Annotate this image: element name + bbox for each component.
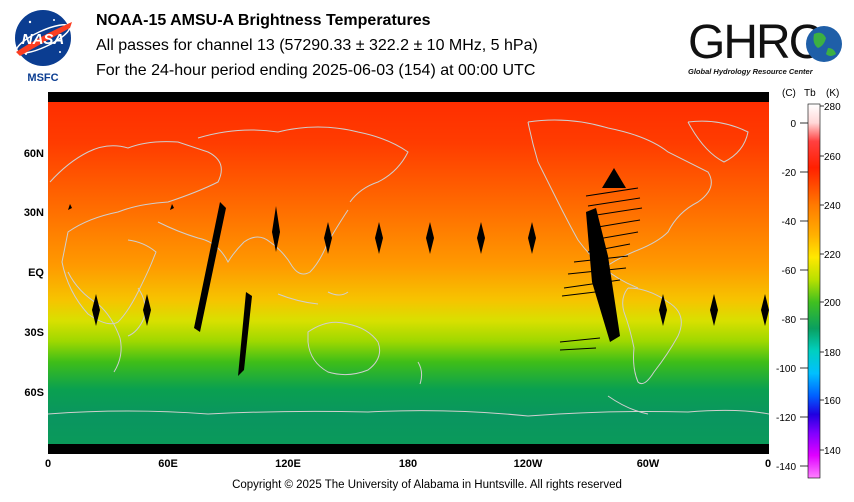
scale-c-tick: -120 — [776, 413, 796, 424]
lat-label-eq: EQ — [28, 267, 44, 279]
copyright-notice: Copyright © 2025 The University of Alaba… — [232, 479, 622, 491]
page-title: NOAA-15 AMSU-A Brightness Temperatures — [96, 12, 431, 29]
lon-label-120e: 120E — [275, 458, 301, 470]
scale-c-tick: -20 — [782, 168, 797, 179]
nasa-meatball-logo: NASA MSFC — [10, 8, 76, 86]
scale-c-tick: -140 — [776, 462, 796, 473]
scale-k-tick: 140 — [824, 446, 841, 457]
lon-label-60e: 60E — [158, 458, 178, 470]
coastlines — [47, 119, 770, 417]
lat-label-60s: 60S — [24, 387, 44, 399]
lat-label-60n: 60N — [23, 148, 44, 160]
scale-k-tick: 200 — [824, 298, 841, 309]
nasa-label: NASA — [22, 31, 65, 48]
brightness-temperature-map — [47, 92, 770, 459]
lon-label-0-left: 0 — [44, 458, 52, 470]
scale-c-tick: 0 — [790, 119, 796, 130]
lat-label-30n: 30N — [23, 207, 44, 219]
scale-k-tick: 240 — [824, 201, 841, 212]
lon-label-0-right: 0 — [764, 458, 772, 470]
lon-label-120w: 120W — [513, 458, 543, 470]
scale-k-tick: 160 — [824, 396, 841, 407]
scale-k-tick: 180 — [824, 348, 841, 359]
scale-c-tick: -80 — [782, 315, 797, 326]
scale-k-tick: 260 — [824, 152, 841, 163]
scan-line-gaps — [559, 187, 643, 351]
scale-unit-kelvin: (K) — [826, 88, 839, 99]
scale-c-tick: -40 — [782, 217, 797, 228]
scale-unit-celsius: (C) — [782, 88, 796, 99]
ghrc-logo: GHRC Global Hydrology Resource Center — [684, 10, 850, 80]
period-subtitle: For the 24-hour period ending 2025-06-03… — [96, 62, 536, 79]
ghrc-logo-text: GHRC — [688, 16, 822, 69]
scale-c-tick: -60 — [782, 266, 797, 277]
data-gaps — [68, 168, 769, 376]
scale-unit-tb: Tb — [804, 88, 816, 99]
scale-c-tick: -100 — [776, 364, 796, 375]
ghrc-tagline: Global Hydrology Resource Center — [688, 67, 814, 76]
scale-k-tick: 280 — [824, 102, 841, 113]
scale-k-tick: 220 — [824, 250, 841, 261]
lon-label-60w: 60W — [636, 458, 660, 470]
color-scale: (C) Tb (K) 0 -20 -40 -60 -80 -100 -120 -… — [770, 84, 854, 485]
lon-label-180: 180 — [398, 458, 418, 470]
lat-label-30s: 30S — [24, 327, 44, 339]
channel-subtitle: All passes for channel 13 (57290.33 ± 32… — [96, 37, 538, 54]
globe-icon — [806, 26, 842, 62]
msfc-label: MSFC — [27, 72, 58, 84]
